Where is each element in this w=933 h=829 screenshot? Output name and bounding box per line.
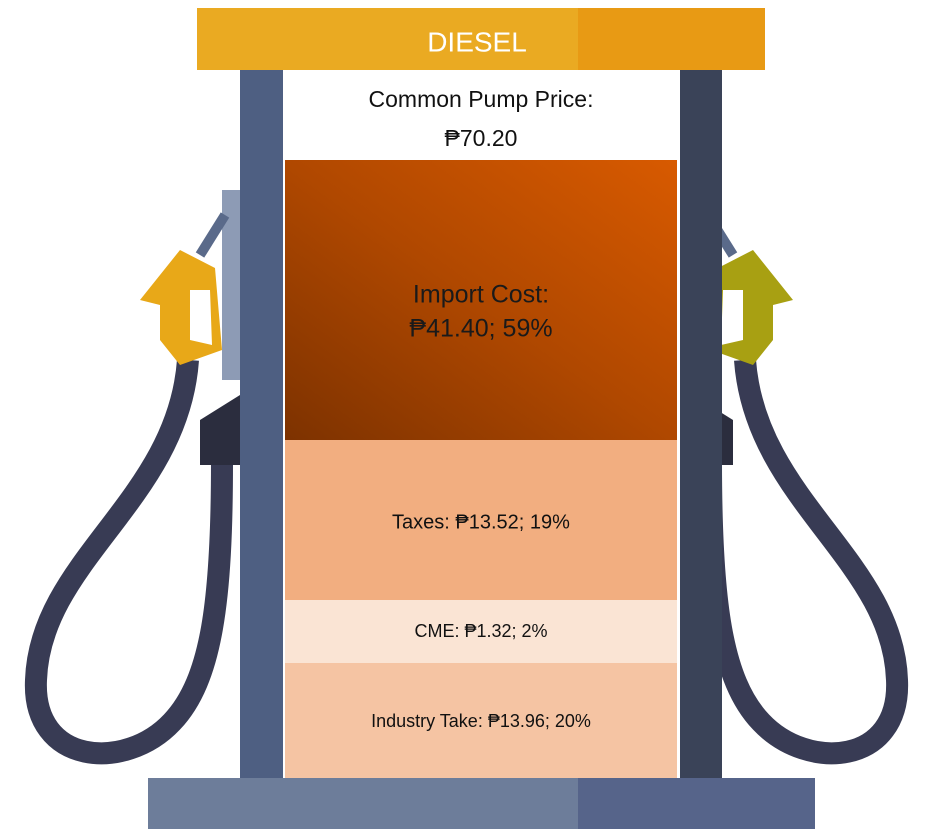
hose-left <box>36 360 222 753</box>
fuel-label: DIESEL <box>427 26 527 57</box>
segment-value: ₱41.40; 59% <box>409 315 552 343</box>
pillar-right <box>680 70 722 780</box>
segment-label: Industry Take: ₱13.96; 20% <box>371 711 591 731</box>
base-right <box>578 778 815 829</box>
segment-label: Taxes: ₱13.52; 19% <box>392 511 570 533</box>
hose-right <box>711 360 897 753</box>
base-left <box>148 778 578 829</box>
nozzle-neck-left <box>200 215 225 255</box>
price-value: ₱70.20 <box>445 125 518 151</box>
segment-label: Import Cost: <box>413 281 549 309</box>
price-title: Common Pump Price: <box>369 86 594 112</box>
pillar-left <box>240 70 283 780</box>
holster-left <box>200 395 240 465</box>
segment-label: CME: ₱1.32; 2% <box>414 621 547 641</box>
nozzle-left <box>140 250 222 365</box>
sign-right <box>578 8 765 70</box>
nozzle-right <box>711 250 793 365</box>
pump-infographic: DIESEL Common Pump Price: ₱70.20 Import … <box>0 0 933 829</box>
